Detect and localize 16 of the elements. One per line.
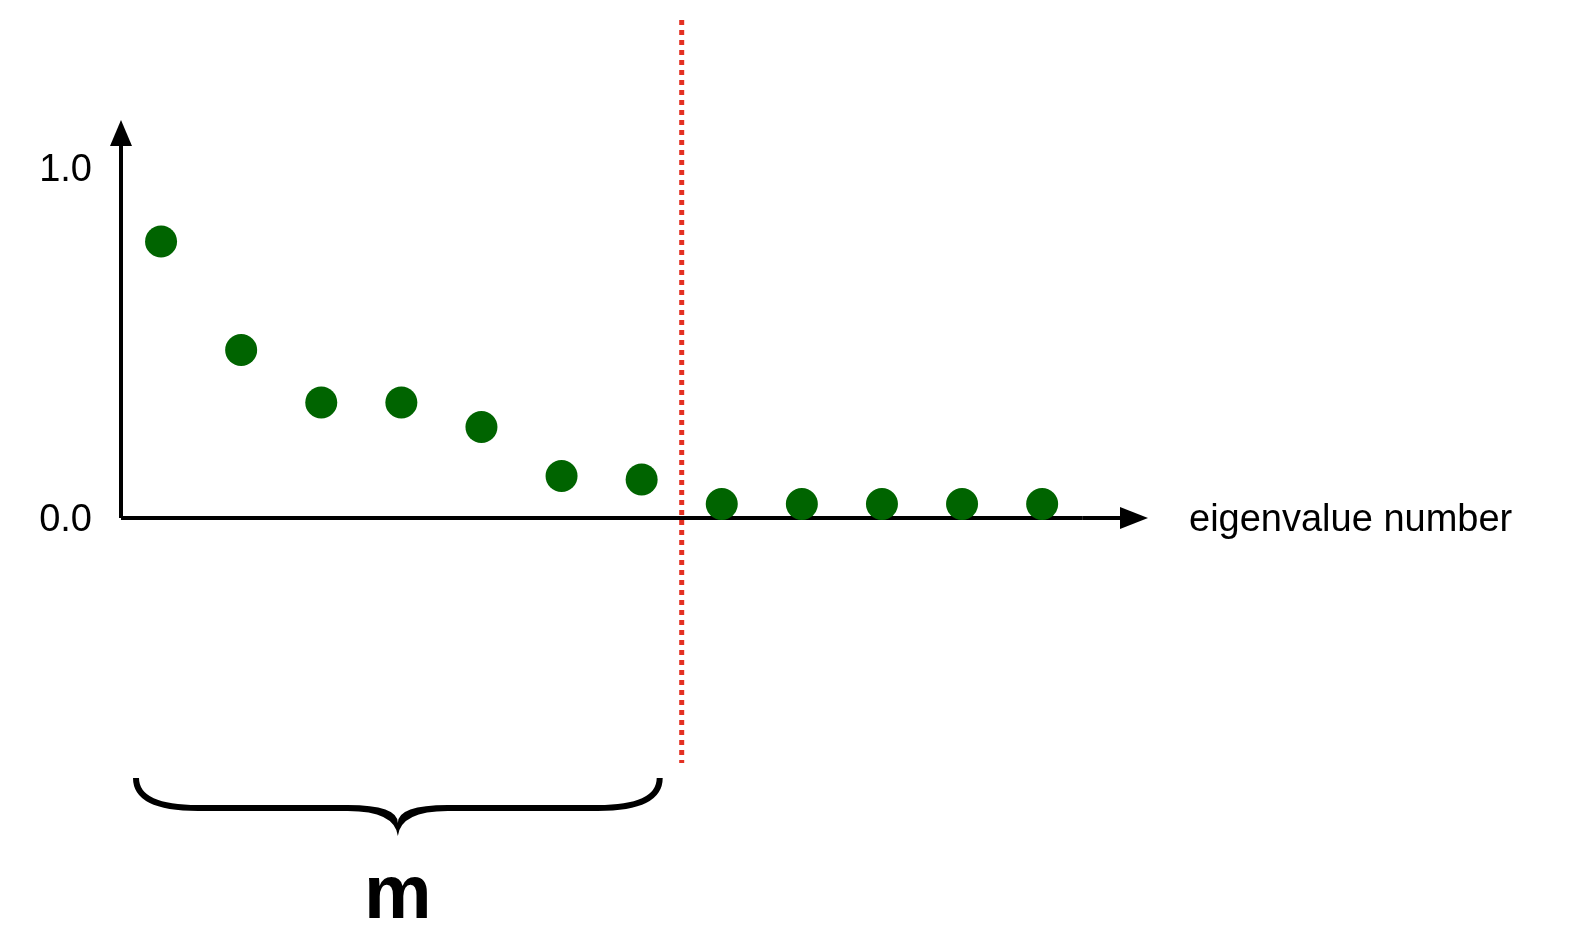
point [385,386,418,419]
point [1026,488,1059,520]
point [145,225,178,258]
x-axis-title: eigenvalue number [1189,497,1513,539]
point [865,488,898,520]
point [705,488,738,520]
point [785,488,818,520]
point [625,463,658,496]
point [946,488,979,520]
text: m [364,849,432,931]
point [305,386,338,419]
y-tick-label: 1.0 [39,147,92,189]
y-tick-label: 0.0 [39,497,92,539]
point [225,334,258,366]
point [465,411,498,443]
point [545,460,578,492]
